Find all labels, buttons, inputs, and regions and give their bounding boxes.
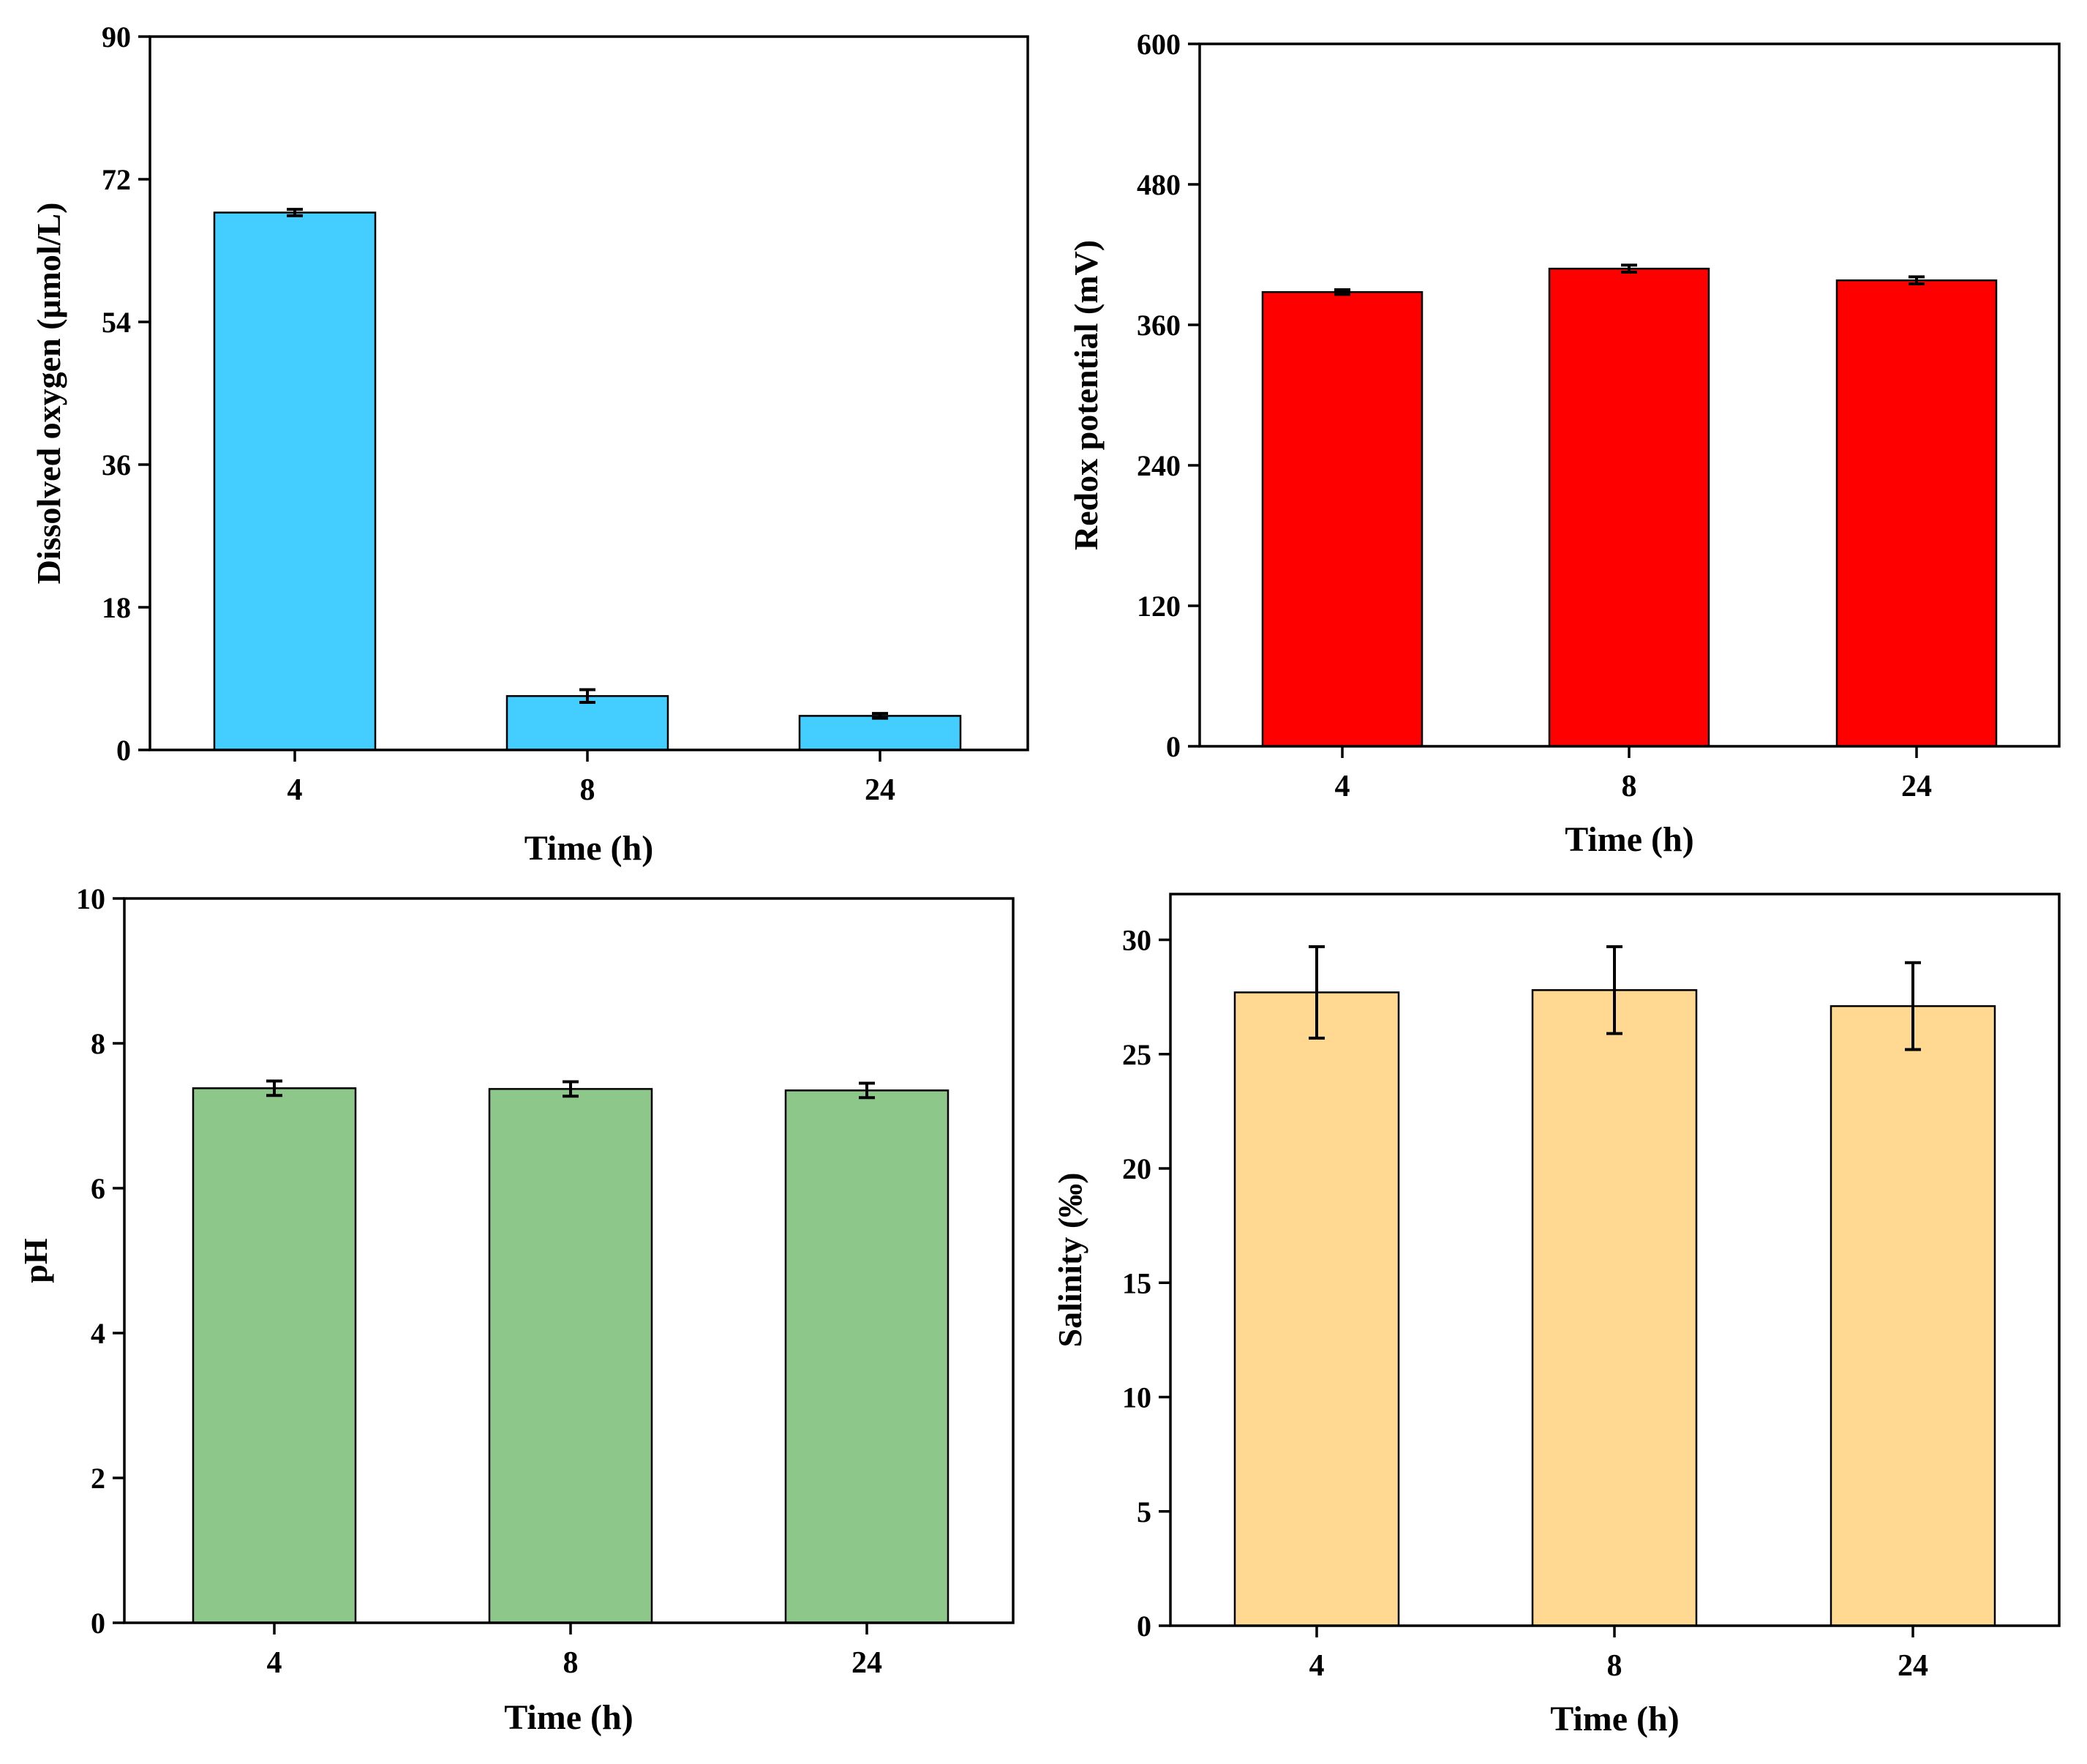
x-tick-label: 24: [865, 773, 895, 807]
x-tick-label: 4: [267, 1646, 282, 1680]
x-tick-label: 24: [851, 1646, 882, 1680]
y-tick-label: 10: [76, 882, 105, 915]
y-tick-label: 240: [1137, 449, 1181, 482]
y-tick-label: 90: [102, 20, 131, 53]
x-tick-label: 4: [1309, 1649, 1325, 1683]
x-tick-label: 8: [563, 1646, 579, 1680]
y-tick-label: 36: [102, 448, 131, 481]
y-tick-label: 480: [1137, 168, 1181, 201]
x-tick-label: 8: [1622, 770, 1637, 803]
y-tick-label: 5: [1137, 1495, 1151, 1528]
plot-frame: [148, 35, 1029, 751]
error-bar-24: [859, 1081, 875, 1100]
error-bar-24: [1905, 961, 1921, 1051]
dissolved-oxygen-chart: 0 18 36 54 72 90 4 8 24 Time (h) Dissolved oxygen …: [30, 20, 1029, 868]
error-bar-24: [872, 712, 888, 720]
error-bar-8: [579, 688, 595, 704]
y-tick-label: 20: [1122, 1152, 1151, 1185]
y-tick-label: 6: [91, 1172, 105, 1205]
x-axis-label: Time (h): [524, 829, 653, 868]
y-axis-label: pH: [17, 1238, 54, 1283]
bar-24: [798, 715, 962, 751]
salinity-chart: 0 5 10 15 20 25 30 4 8 24 Time (h) Salinity (‰): [1051, 893, 2061, 1738]
x-axis-label: Time (h): [1550, 1700, 1679, 1738]
y-tick-label: 25: [1122, 1038, 1151, 1071]
y-tick-label: 15: [1122, 1266, 1151, 1299]
y-tick-label: 30: [1122, 924, 1151, 957]
bar-8: [1531, 989, 1698, 1627]
bar-4: [192, 1087, 357, 1624]
x-tick-label: 24: [1901, 770, 1932, 803]
bar-8: [1548, 267, 1710, 748]
bar-24: [1835, 279, 1998, 748]
error-bar-4: [1309, 945, 1325, 1040]
x-axis-label: Time (h): [504, 1698, 633, 1737]
y-axis-label: Dissolved oxygen (μmol/L): [30, 203, 67, 585]
y-tick-label: 54: [102, 306, 131, 339]
y-axis-label: Salinity (‰): [1051, 1173, 1088, 1348]
bar-24: [1830, 1005, 1996, 1627]
x-tick-label: 8: [580, 773, 595, 807]
y-tick-label: 4: [91, 1317, 105, 1350]
bar-24: [784, 1089, 950, 1624]
bar-4: [213, 211, 377, 751]
y-tick-label: 600: [1137, 28, 1181, 61]
error-bar-4: [287, 208, 303, 217]
bar-8: [488, 1088, 653, 1624]
x-tick-label: 8: [1607, 1649, 1622, 1683]
y-tick-label: 72: [102, 163, 131, 196]
y-tick-label: 360: [1137, 309, 1181, 342]
bar-4: [1261, 290, 1424, 748]
error-bar-8: [1606, 945, 1622, 1035]
y-tick-label: 2: [91, 1462, 105, 1495]
y-tick-label: 8: [91, 1027, 105, 1060]
y-tick-label: 0: [91, 1607, 105, 1640]
y-tick-label: 0: [1137, 1610, 1151, 1643]
error-bar-8: [563, 1080, 579, 1098]
plot-frame: [123, 897, 1015, 1624]
y-tick-label: 10: [1122, 1381, 1151, 1414]
y-tick-label: 120: [1137, 590, 1181, 623]
error-bar-4: [1334, 288, 1350, 296]
x-axis-label: Time (h): [1565, 820, 1693, 859]
x-tick-label: 4: [287, 773, 303, 807]
y-tick-label: 18: [102, 591, 131, 624]
error-bar-4: [266, 1079, 282, 1097]
x-tick-label: 24: [1898, 1649, 1928, 1683]
y-axis-label: Redox potential (mV): [1067, 240, 1105, 550]
bar-4: [1233, 991, 1400, 1627]
bar-8: [505, 695, 669, 751]
y-tick-label: 0: [1166, 730, 1181, 763]
y-tick-label: 0: [116, 734, 131, 767]
error-bar-8: [1621, 263, 1637, 274]
error-bar-24: [1909, 275, 1925, 285]
redox-potential-chart: 0 120 240 360 480 600 4 8 24 Time (h) Redox potent…: [1067, 28, 2061, 859]
x-tick-label: 4: [1335, 770, 1350, 803]
